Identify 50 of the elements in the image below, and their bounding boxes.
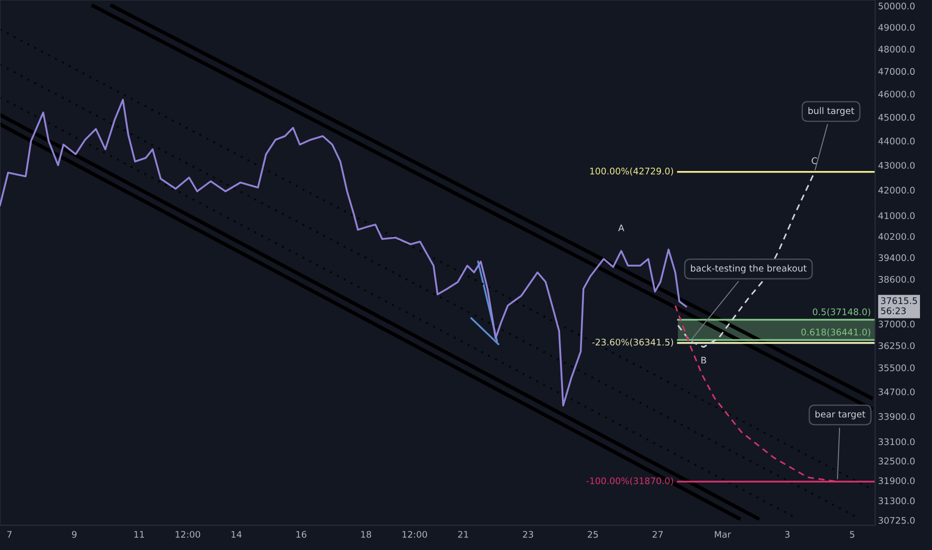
y-tick-label: 34700.0 <box>878 388 915 396</box>
y-tick-label: 32500.0 <box>878 458 915 464</box>
x-tick-label: 16 <box>296 530 306 538</box>
y-tick-label: 35500.0 <box>878 364 915 372</box>
text: 37615.5 56:23 <box>881 297 917 314</box>
y-tick-label: 50000.0 <box>878 2 915 10</box>
x-tick-label: 21 <box>458 530 468 538</box>
annotation: C <box>812 157 818 164</box>
series-label: 0.5(37148.0) <box>812 308 870 316</box>
x-tick-label: 14 <box>232 531 242 538</box>
y-tick-label: 30725.0 <box>878 516 915 524</box>
y-tick-label: 31300.0 <box>878 497 915 504</box>
y-tick-label: 45000.0 <box>878 114 915 121</box>
annotation: back-testing the breakout <box>690 264 807 274</box>
x-tick-label: 12:00 <box>402 530 428 538</box>
y-tick-label: 46000.0 <box>878 90 915 98</box>
x-tick-label: 11 <box>134 531 144 538</box>
x-tick-label: 27 <box>652 530 663 538</box>
x-tick-label: 9 <box>72 530 77 538</box>
y-tick-label: 40200.0 <box>878 233 915 240</box>
x-tick-label: 18 <box>361 530 372 538</box>
y-tick-label: 36250.0 <box>878 342 915 350</box>
y-tick-label: 33100.0 <box>878 438 915 446</box>
y-tick-label: 48000.0 <box>878 46 915 53</box>
x-tick-label: 7 <box>7 531 12 538</box>
annotation: bear target <box>816 410 866 420</box>
series-label: 0.618(36441.0) <box>801 328 870 337</box>
y-tick-label: 44000.0 <box>878 138 915 144</box>
x-tick-label: 25 <box>588 530 598 538</box>
x-tick-label: 3 <box>785 530 790 538</box>
y-tick-label: 47000.0 <box>878 68 915 75</box>
x-tick-label: 12:00 <box>176 530 200 538</box>
x-tick-label: 23 <box>522 530 534 538</box>
annotation: bull target <box>808 107 854 116</box>
series-label: -100.00%(31870.0) <box>586 477 674 486</box>
y-tick-label: 33900.0 <box>878 413 915 420</box>
y-tick-label: 43000.0 <box>878 162 915 169</box>
y-tick-label: 38600.0 <box>878 276 915 283</box>
y-tick-label: 37000.0 <box>878 320 915 328</box>
y-tick-label: 42000.0 <box>878 186 915 194</box>
x-tick-label: Mar <box>714 531 732 538</box>
y-tick-label: 41000.0 <box>878 212 915 220</box>
series-label: 100.00%(42729.0) <box>590 168 674 176</box>
x-tick-label: 5 <box>850 531 854 538</box>
series-label: -23.60%(36341.5) <box>592 338 674 347</box>
annotation: A <box>618 224 624 232</box>
y-tick-label: 39400.0 <box>878 254 915 262</box>
y-tick-label: 31900.0 <box>878 477 915 484</box>
y-tick-label: 49000.0 <box>878 24 915 31</box>
annotation: B <box>701 356 706 364</box>
